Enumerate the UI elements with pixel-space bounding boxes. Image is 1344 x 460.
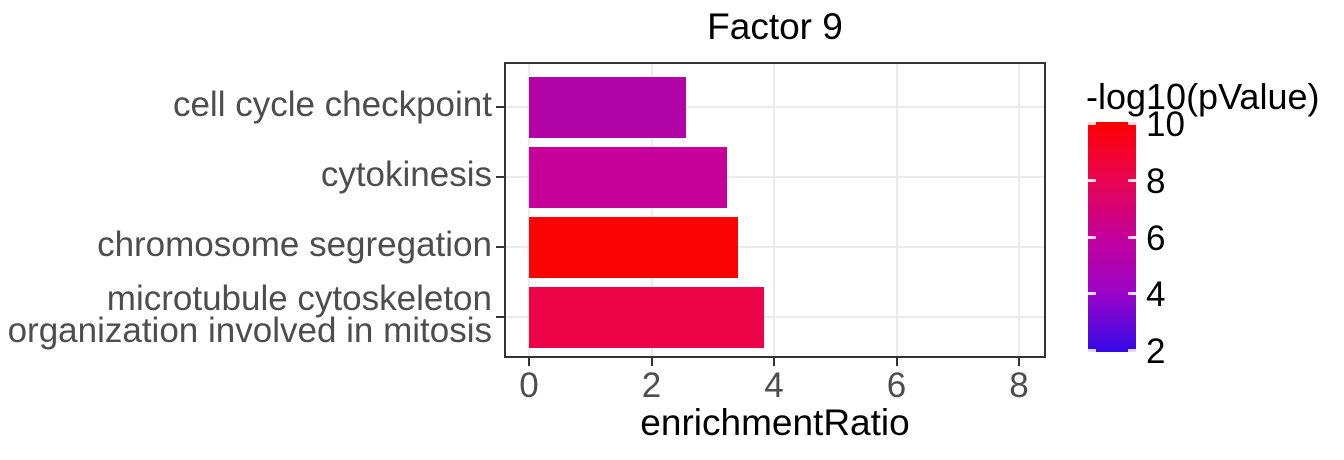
x-gridline xyxy=(528,64,530,356)
y-tick-mark xyxy=(496,176,504,178)
x-tick-mark xyxy=(528,358,530,366)
x-tick-mark xyxy=(895,358,898,366)
colorbar-tick-mark xyxy=(1128,122,1136,125)
colorbar-tick-mark xyxy=(1128,178,1136,182)
colorbar-tick-mark xyxy=(1128,349,1136,353)
y-axis-category-label: cell cycle checkpoint xyxy=(172,85,492,124)
y-tick-mark xyxy=(496,246,504,248)
x-tick-label: 4 xyxy=(764,366,784,405)
y-tick-mark xyxy=(496,106,504,108)
y-gridline xyxy=(506,176,1044,178)
x-axis-title: enrichmentRatio xyxy=(640,402,910,443)
colorbar-tick-mark xyxy=(1088,178,1096,182)
legend-tick-label: 4 xyxy=(1146,275,1166,315)
bar xyxy=(529,76,687,138)
y-gridline xyxy=(506,246,1044,248)
bar xyxy=(529,286,764,348)
x-tick-mark xyxy=(1018,358,1020,366)
y-axis-category-label: cytokinesis xyxy=(320,155,492,194)
x-gridline xyxy=(895,64,898,356)
legend-tick-label: 6 xyxy=(1146,218,1166,258)
bar xyxy=(529,216,739,278)
x-gridline xyxy=(650,64,653,356)
colorbar-tick-mark xyxy=(1088,292,1096,296)
x-tick-label: 8 xyxy=(1009,366,1029,405)
colorbar-tick-mark xyxy=(1088,122,1096,125)
colorbar-tick-mark xyxy=(1128,235,1136,239)
y-gridline xyxy=(506,106,1044,108)
x-tick-label: 6 xyxy=(886,366,907,405)
y-axis-category-label: microtubule cytoskeleton organization inv… xyxy=(7,279,492,350)
colorbar-tick-mark xyxy=(1088,235,1096,239)
y-gridline xyxy=(506,316,1044,318)
x-tick-mark xyxy=(650,358,653,366)
colorbar-tick-mark xyxy=(1128,292,1136,296)
legend-tick-label: 10 xyxy=(1146,105,1185,144)
legend-title: -log10(pValue) xyxy=(1086,76,1320,117)
legend-tick-label: 8 xyxy=(1146,161,1166,201)
y-axis-category-label: chromosome segregation xyxy=(97,225,492,264)
x-tick-label: 2 xyxy=(641,366,662,405)
colorbar-tick-mark xyxy=(1088,349,1096,353)
x-tick-mark xyxy=(773,358,775,366)
legend-colorbar xyxy=(1088,122,1136,353)
bar xyxy=(529,146,728,208)
plot-title: Factor 9 xyxy=(707,6,843,47)
legend-tick-label: 2 xyxy=(1146,332,1166,372)
y-tick-mark xyxy=(496,316,504,318)
x-tick-label: 0 xyxy=(519,366,539,405)
plot-panel xyxy=(504,62,1046,358)
x-gridline xyxy=(1018,64,1020,356)
x-gridline xyxy=(773,64,775,356)
